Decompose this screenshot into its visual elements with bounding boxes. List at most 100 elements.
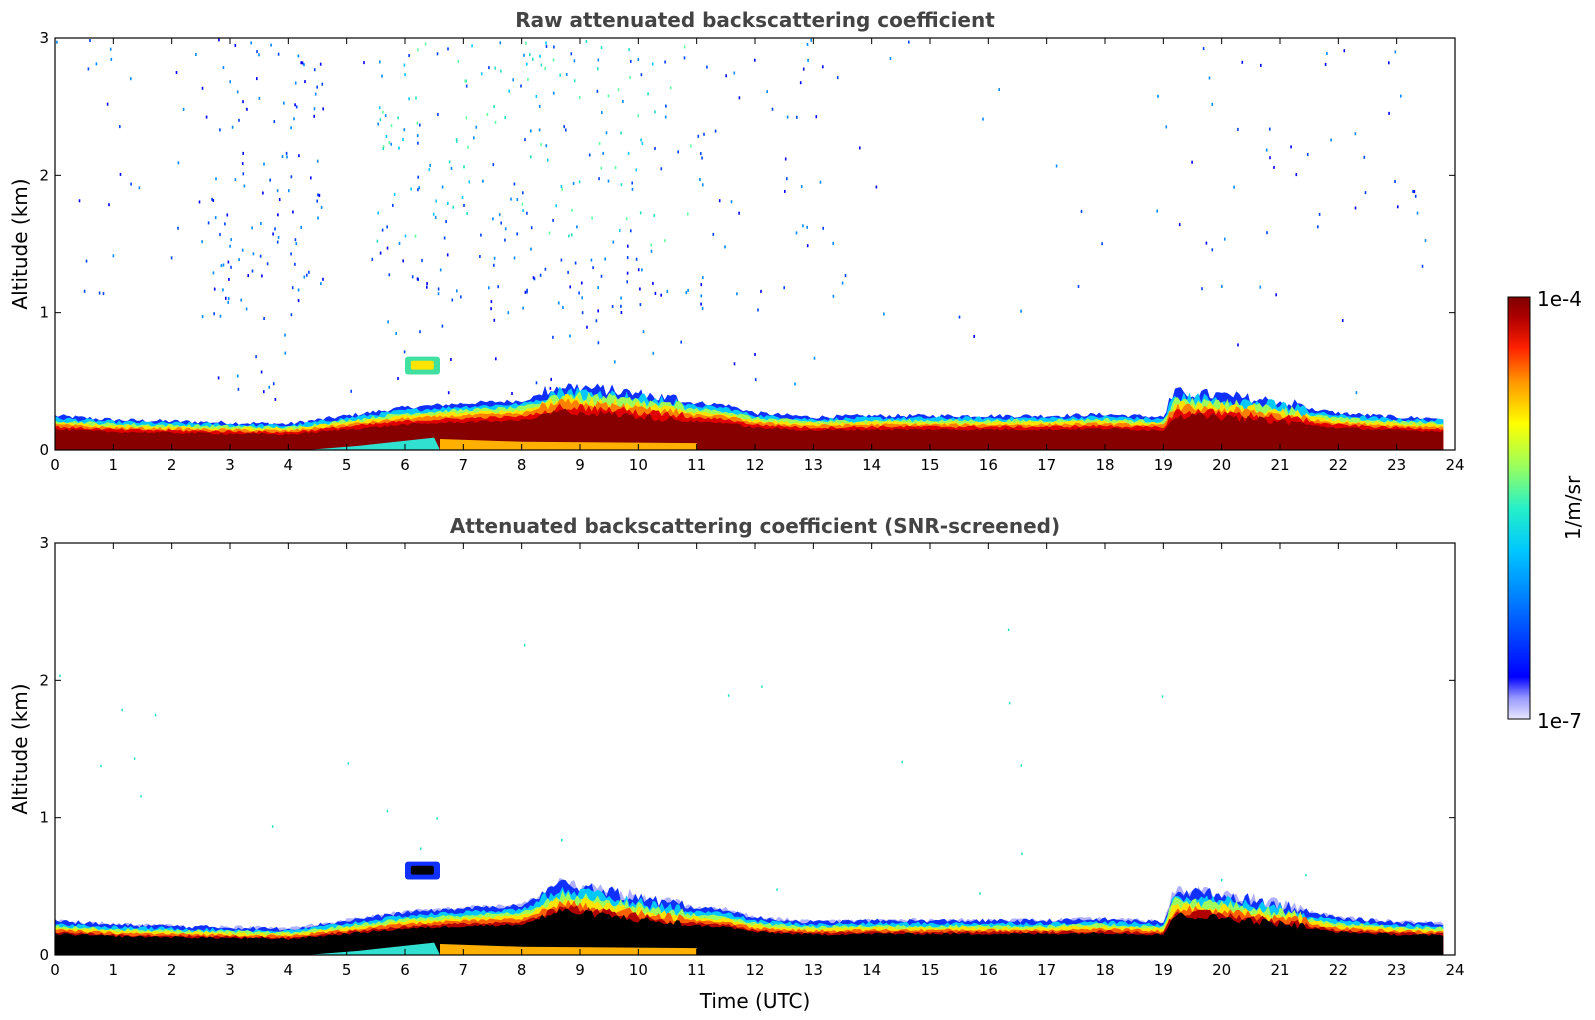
noise-speck	[376, 239, 379, 243]
panel-screened-ylabel: Altitude (km)	[8, 683, 32, 814]
noise-speck	[650, 249, 653, 253]
noise-speck	[784, 157, 787, 161]
noise-speck	[452, 205, 454, 209]
x-tick-label: 13	[804, 456, 823, 474]
noise-speck	[600, 166, 603, 170]
noise-speck	[538, 128, 541, 132]
noise-speck	[651, 62, 654, 66]
noise-speck	[639, 287, 641, 291]
noise-speck	[446, 253, 449, 257]
noise-speck	[535, 381, 538, 385]
x-tick-label: 8	[517, 456, 527, 474]
noise-speck	[238, 118, 240, 122]
noise-speck	[426, 285, 428, 289]
noise-speck	[526, 290, 528, 294]
noise-speck	[286, 155, 288, 159]
noise-speck	[297, 54, 300, 58]
noise-speck	[1273, 165, 1275, 169]
noise-speck	[290, 175, 293, 179]
noise-speck	[414, 234, 417, 238]
noise-speck	[754, 58, 756, 62]
noise-speck	[390, 142, 392, 146]
x-tick-label: 5	[342, 456, 352, 474]
noise-speck	[300, 225, 302, 229]
noise-speck	[130, 77, 132, 81]
noise-speck	[277, 213, 279, 217]
noise-speck	[683, 45, 686, 49]
noise-speck	[730, 200, 733, 204]
noise-speck	[466, 212, 468, 215]
panel-raw-ylabel: Altitude (km)	[8, 178, 32, 309]
noise-speck	[654, 110, 656, 114]
noise-speck	[1265, 148, 1268, 152]
noise-speck	[699, 178, 701, 181]
noise-speck	[504, 227, 507, 231]
noise-speck	[605, 131, 608, 135]
noise-speck	[56, 40, 58, 44]
noise-speck	[255, 355, 257, 359]
noise-speck	[545, 144, 548, 148]
noise-speck	[398, 241, 401, 245]
x-tick-label: 2	[167, 456, 177, 474]
noise-speck	[242, 151, 244, 155]
noise-speck	[499, 41, 502, 45]
noise-speck	[290, 126, 292, 130]
noise-speck	[1237, 343, 1239, 347]
noise-speck	[700, 283, 703, 287]
noise-speck	[410, 187, 412, 191]
surface-patch	[305, 437, 440, 450]
noise-speck	[683, 56, 686, 60]
noise-speck	[783, 286, 785, 290]
noise-speck	[819, 180, 822, 184]
colorbar-unit-label: 1/m/sr	[1561, 475, 1585, 540]
y-tick-label: 0	[39, 441, 49, 459]
y-tick-label: 3	[39, 29, 49, 47]
noise-speck	[602, 151, 604, 155]
noise-speck	[620, 296, 622, 300]
noise-speck	[494, 120, 497, 124]
noise-speck	[570, 52, 573, 56]
noise-speck	[395, 331, 397, 335]
x-tick-label: 11	[687, 961, 706, 979]
noise-speck	[119, 125, 121, 129]
noise-speck	[295, 242, 298, 246]
noise-speck	[222, 66, 225, 70]
noise-speck	[497, 285, 499, 289]
noise-speck	[227, 297, 230, 301]
noise-speck	[313, 68, 316, 72]
noise-speck	[230, 265, 232, 269]
noise-speck	[106, 102, 109, 106]
elevated-layer-core	[410, 360, 434, 370]
noise-speck	[754, 378, 757, 382]
noise-speck	[806, 244, 809, 248]
noise-speck	[272, 382, 275, 386]
noise-speck	[806, 42, 809, 46]
noise-speck	[419, 123, 421, 127]
noise-speck	[550, 377, 552, 381]
noise-speck	[1341, 319, 1344, 322]
noise-speck	[251, 269, 254, 273]
x-tick-label: 10	[629, 456, 648, 474]
noise-speck	[560, 258, 563, 262]
noise-speck	[294, 103, 296, 107]
noise-speck	[293, 117, 295, 121]
noise-speck	[1354, 206, 1357, 210]
noise-speck	[242, 100, 244, 104]
noise-speck	[177, 161, 180, 165]
noise-speck	[545, 44, 548, 48]
noise-speck	[377, 211, 379, 215]
panel-screened-plot-area	[55, 628, 1444, 955]
panel-raw-boundary-layer	[55, 356, 1444, 450]
noise-speck	[316, 85, 318, 89]
noise-speck	[441, 185, 444, 189]
noise-speck	[552, 91, 555, 95]
noise-speck	[304, 80, 306, 84]
x-tick-label: 15	[920, 961, 939, 979]
x-tick-label: 15	[920, 456, 939, 474]
noise-speck	[284, 333, 286, 337]
noise-speck	[292, 210, 294, 214]
noise-speck	[222, 263, 225, 267]
noise-speck	[1259, 285, 1262, 289]
noise-speck	[539, 54, 541, 58]
x-tick-label: 10	[629, 961, 648, 979]
